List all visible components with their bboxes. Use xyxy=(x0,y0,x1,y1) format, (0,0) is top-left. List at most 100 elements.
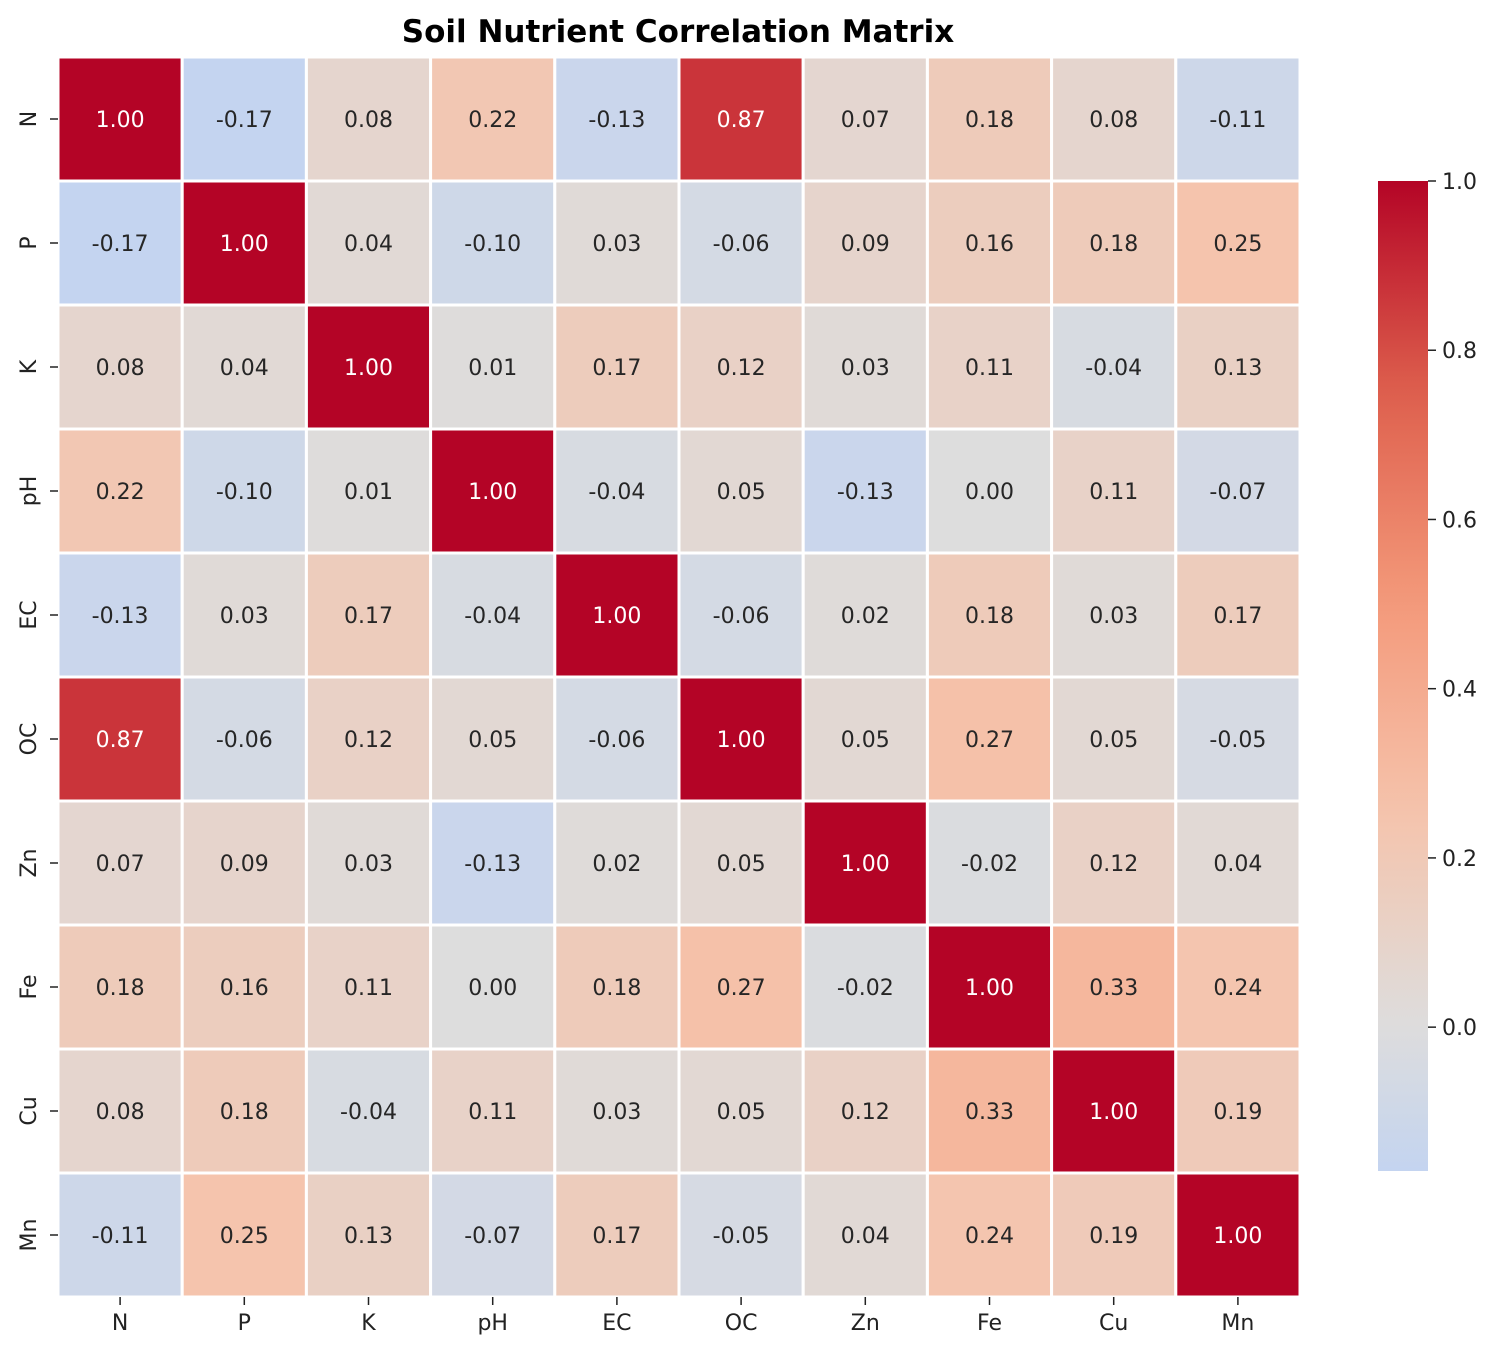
heatmap-cell xyxy=(1174,923,1302,1051)
cell-value-label: 0.33 xyxy=(965,1100,1014,1125)
cell-value-label: 0.03 xyxy=(1089,604,1138,629)
heatmap-cell xyxy=(1050,551,1178,679)
cell-value-label: 0.04 xyxy=(344,232,393,257)
y-tick-label: Zn xyxy=(17,848,42,877)
cell-value-label: -0.06 xyxy=(713,604,770,629)
cell-value-label: 0.05 xyxy=(717,480,766,505)
heatmap-cell xyxy=(180,551,308,679)
heatmap-cell xyxy=(56,303,184,431)
heatmap-cell xyxy=(1174,427,1302,555)
cell-value-label: 0.05 xyxy=(717,852,766,877)
cell-value-label: 0.87 xyxy=(717,108,766,133)
heatmap-cell xyxy=(1050,303,1178,431)
x-tick-label: Mn xyxy=(1221,1311,1254,1336)
heatmap-cell xyxy=(429,675,557,803)
heatmap-cell xyxy=(801,551,929,679)
cell-value-label: 1.00 xyxy=(1213,1224,1262,1249)
x-tick-label: P xyxy=(238,1311,251,1336)
cell-value-label: -0.10 xyxy=(216,480,273,505)
x-tick-label: Fe xyxy=(977,1311,1002,1336)
cell-value-label: 0.07 xyxy=(96,852,145,877)
colorbar: 0.0 0.2 0.4 0.6 0.8 1.0 xyxy=(1378,170,1477,1171)
cell-value-label: 0.04 xyxy=(1213,852,1262,877)
heatmap-cell xyxy=(180,1047,308,1175)
heatmap-cell xyxy=(1050,1171,1178,1299)
cell-value-label: 0.22 xyxy=(468,108,517,133)
heatmap-cell xyxy=(801,1171,929,1299)
cell-value-label: 1.00 xyxy=(1089,1100,1138,1125)
cell-value-label: 1.00 xyxy=(717,728,766,753)
cell-value-label: -0.04 xyxy=(588,480,645,505)
cell-value-label: 1.00 xyxy=(220,232,269,257)
chart-title: Soil Nutrient Correlation Matrix xyxy=(402,14,954,50)
cell-value-label: -0.11 xyxy=(1209,108,1266,133)
heatmap-cell xyxy=(801,1047,929,1175)
heatmap-cell xyxy=(304,303,433,431)
heatmap-cell xyxy=(1174,1047,1302,1175)
cell-value-label: 0.18 xyxy=(965,604,1014,629)
heatmap-cell xyxy=(553,1047,681,1175)
cell-value-label: 0.19 xyxy=(1089,1224,1138,1249)
heatmap-cell xyxy=(553,923,681,1051)
y-tick-label: Cu xyxy=(17,1096,42,1125)
heatmap-cell xyxy=(304,551,433,679)
cell-value-label: 0.03 xyxy=(344,852,393,877)
cell-value-label: 0.18 xyxy=(96,976,145,1001)
y-tick-label: N xyxy=(17,111,42,127)
cell-value-label: -0.13 xyxy=(588,108,645,133)
cell-value-label: 0.12 xyxy=(1089,852,1138,877)
cell-value-label: 0.01 xyxy=(468,356,517,381)
cell-value-label: 0.13 xyxy=(1213,356,1262,381)
heatmap-cell xyxy=(1174,1171,1302,1299)
heatmap-cell xyxy=(56,427,184,555)
cell-value-label: -0.17 xyxy=(92,232,149,257)
colorbar-tick-label: 0.8 xyxy=(1442,339,1477,364)
heatmap-cell xyxy=(304,675,433,803)
colorbar-gradient xyxy=(1378,181,1428,1171)
heatmap-cell xyxy=(56,1171,184,1299)
cell-value-label: 0.11 xyxy=(344,976,393,1001)
cell-value-label: 1.00 xyxy=(96,108,145,133)
heatmap-cell xyxy=(56,799,184,927)
x-tick-label: Zn xyxy=(851,1311,880,1336)
cell-value-label: -0.11 xyxy=(92,1224,149,1249)
heatmap-cell xyxy=(677,675,805,803)
colorbar-ticks: 0.0 0.2 0.4 0.6 0.8 1.0 xyxy=(1428,170,1477,1041)
cell-value-label: 0.08 xyxy=(344,108,393,133)
x-tick-label: Cu xyxy=(1099,1311,1128,1336)
heatmap-cell xyxy=(180,55,308,183)
heatmap-cell xyxy=(1050,1047,1178,1175)
cell-value-label: 0.03 xyxy=(592,1100,641,1125)
x-tick-label: K xyxy=(361,1311,376,1336)
y-tick-label: OC xyxy=(17,723,42,756)
heatmap-cell xyxy=(1050,179,1178,307)
cell-value-label: -0.04 xyxy=(1085,356,1142,381)
cell-value-label: 0.16 xyxy=(965,232,1014,257)
heatmap-cell xyxy=(1174,303,1302,431)
cell-value-label: 0.11 xyxy=(965,356,1014,381)
y-tick-label: P xyxy=(17,236,42,249)
y-axis: N P KpH EC OC Zn Fe Cu Mn xyxy=(17,111,58,1251)
cell-value-label: -0.06 xyxy=(588,728,645,753)
y-tick-label: Fe xyxy=(17,975,42,1000)
colorbar-tick-label: 0.6 xyxy=(1442,508,1477,533)
cell-value-label: -0.13 xyxy=(837,480,894,505)
heatmap-cell xyxy=(304,923,433,1051)
heatmap-cell xyxy=(429,923,557,1051)
cell-value-label: 0.03 xyxy=(841,356,890,381)
heatmap-cell xyxy=(925,923,1054,1051)
cell-value-label: 0.04 xyxy=(841,1224,890,1249)
x-tick-label: OC xyxy=(725,1311,758,1336)
heatmap-cell xyxy=(677,799,805,927)
cell-value-label: 0.33 xyxy=(1089,976,1138,1001)
cell-value-label: 0.01 xyxy=(344,480,393,505)
cell-value-label: 0.17 xyxy=(592,1224,641,1249)
heatmap-cell xyxy=(801,179,929,307)
cell-value-label: 0.11 xyxy=(1089,480,1138,505)
x-tick-label: N xyxy=(112,1311,128,1336)
y-tick-label: K xyxy=(17,359,42,374)
cell-value-label: 0.09 xyxy=(841,232,890,257)
cell-value-label: -0.06 xyxy=(216,728,273,753)
cell-value-label: 0.11 xyxy=(468,1100,517,1125)
